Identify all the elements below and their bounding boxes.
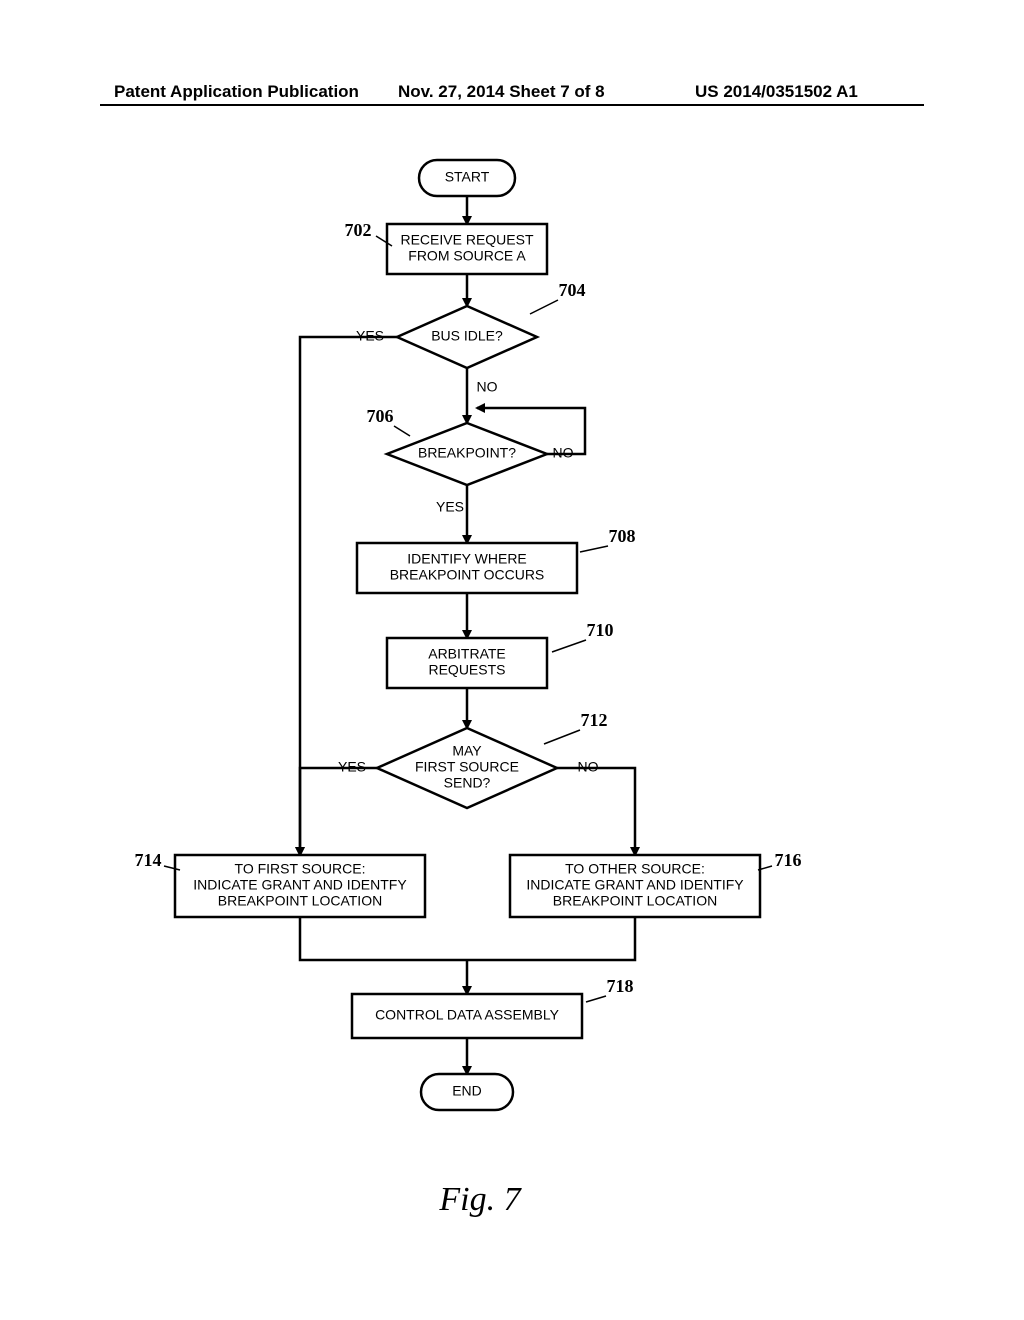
node-text: BUS IDLE? [431, 328, 503, 344]
flow-edge [557, 768, 635, 855]
reference-number: 708 [609, 526, 636, 546]
node-end: END [421, 1074, 513, 1110]
node-text: RECEIVE REQUEST [400, 232, 533, 248]
node-text: ARBITRATE [428, 646, 506, 662]
node-n706: BREAKPOINT? [387, 423, 547, 485]
edge-label: NO [578, 759, 599, 775]
figure-caption: Fig. 7 [438, 1181, 522, 1218]
node-text: FROM SOURCE A [408, 248, 526, 264]
node-text: IDENTIFY WHERE [407, 551, 527, 567]
reference-leader [586, 996, 606, 1002]
node-text: INDICATE GRANT AND IDENTIFY [526, 877, 744, 893]
node-text: BREAKPOINT OCCURS [390, 567, 545, 583]
edge-label: YES [356, 328, 384, 344]
reference-number: 718 [607, 976, 634, 996]
node-n716: TO OTHER SOURCE:INDICATE GRANT AND IDENT… [510, 855, 760, 917]
node-n704: BUS IDLE? [397, 306, 537, 368]
edge-label: NO [477, 379, 498, 395]
edge-label: NO [553, 445, 574, 461]
reference-number: 716 [775, 850, 802, 870]
reference-number: 710 [587, 620, 614, 640]
flowchart-diagram: NO YES YES NO YES NO START RECEIVE REQUESTFROM… [0, 0, 1024, 1320]
flow-edge [300, 768, 377, 855]
node-text: START [445, 169, 490, 185]
edge-label: YES [436, 499, 464, 515]
node-text: INDICATE GRANT AND IDENTFY [193, 877, 407, 893]
node-text: END [452, 1083, 482, 1099]
node-text: REQUESTS [428, 662, 505, 678]
node-text: BREAKPOINT LOCATION [218, 893, 382, 909]
node-text: TO FIRST SOURCE: [235, 861, 366, 877]
node-text: FIRST SOURCE [415, 759, 519, 775]
node-text: TO OTHER SOURCE: [565, 861, 705, 877]
node-n714: TO FIRST SOURCE:INDICATE GRANT AND IDENT… [175, 855, 425, 917]
node-text: SEND? [444, 775, 491, 791]
node-text: BREAKPOINT? [418, 445, 516, 461]
node-start: START [419, 160, 515, 196]
flow-edge [300, 917, 467, 960]
node-n710: ARBITRATEREQUESTS [387, 638, 547, 688]
node-n702: RECEIVE REQUESTFROM SOURCE A [387, 224, 547, 274]
node-text: MAY [452, 743, 482, 759]
reference-number: 706 [367, 406, 394, 426]
reference-leader [530, 300, 558, 314]
reference-number: 712 [581, 710, 608, 730]
node-text: CONTROL DATA ASSEMBLY [375, 1007, 560, 1023]
node-n718: CONTROL DATA ASSEMBLY [352, 994, 582, 1038]
reference-leader [580, 546, 608, 552]
reference-number: 704 [559, 280, 586, 300]
flow-edge [467, 917, 635, 960]
node-text: BREAKPOINT LOCATION [553, 893, 717, 909]
edge-label: YES [338, 759, 366, 775]
node-n712: MAYFIRST SOURCESEND? [377, 728, 557, 808]
reference-number: 714 [135, 850, 162, 870]
reference-leader [544, 730, 580, 744]
reference-number: 702 [345, 220, 372, 240]
reference-leader [552, 640, 586, 652]
node-n708: IDENTIFY WHEREBREAKPOINT OCCURS [357, 543, 577, 593]
reference-leader [394, 426, 410, 436]
page: Patent Application Publication Nov. 27, … [0, 0, 1024, 1320]
